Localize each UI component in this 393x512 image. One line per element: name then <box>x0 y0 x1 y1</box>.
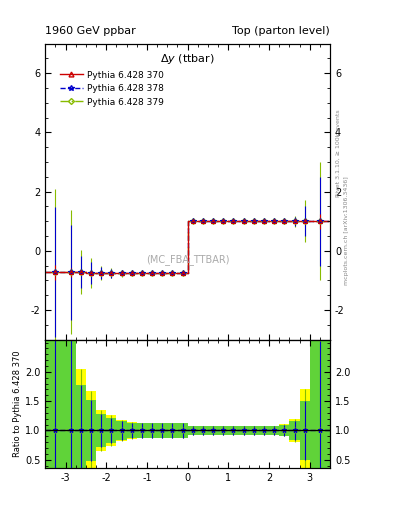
Legend: Pythia 6.428 370, Pythia 6.428 378, Pythia 6.428 379: Pythia 6.428 370, Pythia 6.428 378, Pyth… <box>58 69 166 109</box>
Text: mcplots.cern.ch [arXiv:1306.3436]: mcplots.cern.ch [arXiv:1306.3436] <box>344 176 349 285</box>
Text: (MC_FBA_TTBAR): (MC_FBA_TTBAR) <box>146 254 230 265</box>
Text: $\Delta y$ (ttbar): $\Delta y$ (ttbar) <box>160 52 215 67</box>
Text: Top (parton level): Top (parton level) <box>232 26 330 36</box>
Y-axis label: Ratio to Pythia 6.428 370: Ratio to Pythia 6.428 370 <box>13 351 22 457</box>
Text: 1960 GeV ppbar: 1960 GeV ppbar <box>45 26 136 36</box>
Text: Rivet 3.1.10, ≥ 100k events: Rivet 3.1.10, ≥ 100k events <box>336 110 341 198</box>
